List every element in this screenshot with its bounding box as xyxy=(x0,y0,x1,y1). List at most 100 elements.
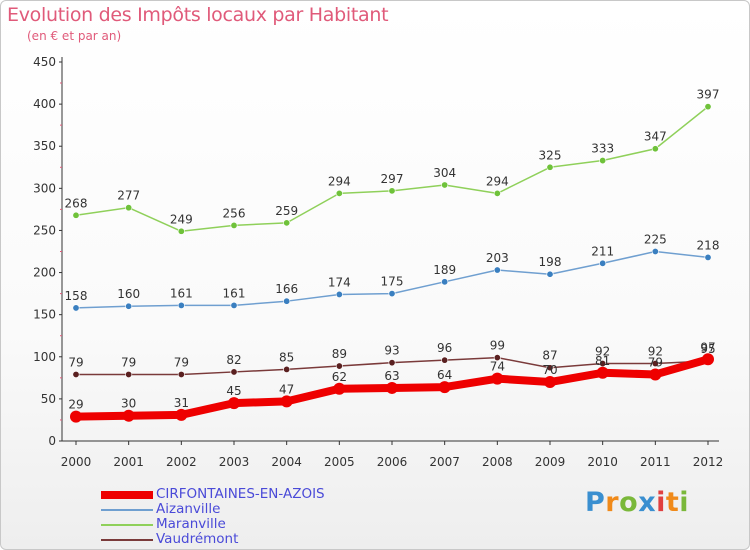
data-label-maranville: 294 xyxy=(486,174,509,188)
x-tick-label: 2009 xyxy=(535,455,566,469)
legend-swatch xyxy=(101,509,153,511)
logo-letter: P xyxy=(585,487,606,518)
data-point-aizanville xyxy=(441,278,449,286)
data-label-aizanville: 166 xyxy=(275,282,298,296)
data-point-aizanville xyxy=(335,290,343,298)
data-point-vaudr-mont xyxy=(125,370,133,378)
legend-swatch xyxy=(101,524,153,526)
data-label-cirfontaines-en-azois: 30 xyxy=(121,397,136,411)
data-label-maranville: 294 xyxy=(328,174,351,188)
y-tick-label: 0 xyxy=(48,434,56,448)
data-label-vaudr-mont: 92 xyxy=(648,345,663,359)
y-tick-label: 250 xyxy=(33,223,56,237)
data-point-cirfontaines-en-azois xyxy=(228,397,240,410)
data-label-maranville: 304 xyxy=(433,166,456,180)
data-point-aizanville xyxy=(230,301,238,309)
data-label-cirfontaines-en-azois: 70 xyxy=(542,363,557,377)
legend-label: CIRFONTAINES-EN-AZOIS xyxy=(156,486,325,502)
data-point-cirfontaines-en-azois xyxy=(280,395,293,408)
data-label-cirfontaines-en-azois: 97 xyxy=(700,340,715,354)
data-label-aizanville: 211 xyxy=(591,244,614,258)
y-tick-label: 150 xyxy=(33,308,56,322)
data-point-maranville xyxy=(651,145,659,153)
data-label-cirfontaines-en-azois: 81 xyxy=(595,354,610,368)
data-label-maranville: 347 xyxy=(644,130,667,144)
x-tick-label: 2002 xyxy=(166,455,197,469)
data-label-maranville: 249 xyxy=(170,212,193,226)
data-point-cirfontaines-en-azois xyxy=(491,372,504,385)
y-tick-label: 200 xyxy=(33,266,56,280)
x-tick-label: 2012 xyxy=(693,455,724,469)
x-tick-label: 2010 xyxy=(587,455,618,469)
x-tick-label: 2006 xyxy=(377,455,408,469)
data-point-vaudr-mont xyxy=(283,365,291,373)
x-tick-label: 2005 xyxy=(324,455,355,469)
legend-swatch xyxy=(101,491,153,499)
data-label-vaudr-mont: 79 xyxy=(68,355,83,369)
legend-label: Maranville xyxy=(156,516,226,532)
data-point-maranville xyxy=(283,219,291,227)
data-point-maranville xyxy=(546,163,554,171)
data-label-cirfontaines-en-azois: 47 xyxy=(279,382,294,396)
logo-letter: i xyxy=(656,487,666,518)
data-label-vaudr-mont: 93 xyxy=(384,344,399,358)
data-point-maranville xyxy=(704,103,712,111)
data-label-cirfontaines-en-azois: 63 xyxy=(384,369,399,383)
logo-letter: x xyxy=(638,487,657,518)
x-tick-label: 2011 xyxy=(640,455,671,469)
data-point-cirfontaines-en-azois xyxy=(649,368,662,381)
data-point-maranville xyxy=(599,157,607,165)
data-point-cirfontaines-en-azois xyxy=(333,382,346,395)
data-label-aizanville: 225 xyxy=(644,233,667,247)
data-point-aizanville xyxy=(704,253,712,261)
data-label-maranville: 325 xyxy=(539,148,562,162)
data-label-aizanville: 203 xyxy=(486,251,509,265)
data-label-aizanville: 189 xyxy=(433,263,456,277)
data-point-maranville xyxy=(335,189,343,197)
data-label-cirfontaines-en-azois: 29 xyxy=(68,398,83,412)
data-label-cirfontaines-en-azois: 31 xyxy=(174,396,189,410)
data-label-maranville: 297 xyxy=(381,172,404,186)
data-label-cirfontaines-en-azois: 62 xyxy=(332,370,347,384)
data-label-vaudr-mont: 96 xyxy=(437,341,452,355)
data-point-aizanville xyxy=(599,259,607,267)
y-tick-label: 350 xyxy=(33,139,56,153)
data-label-vaudr-mont: 87 xyxy=(542,349,557,363)
data-point-cirfontaines-en-azois xyxy=(702,353,714,366)
data-point-maranville xyxy=(388,187,396,195)
legend-swatch xyxy=(101,539,153,541)
data-label-maranville: 397 xyxy=(697,88,720,102)
data-point-maranville xyxy=(441,181,449,189)
x-tick-label: 2007 xyxy=(429,455,460,469)
data-label-aizanville: 218 xyxy=(697,238,720,252)
y-tick-label: 400 xyxy=(33,97,56,111)
data-point-cirfontaines-en-azois xyxy=(596,366,609,379)
data-label-aizanville: 174 xyxy=(328,275,351,289)
chart-subtitle: (en € et par an) xyxy=(27,29,122,43)
legend-label: Aizanville xyxy=(156,501,221,517)
data-point-vaudr-mont xyxy=(72,370,80,378)
x-tick-label: 2008 xyxy=(482,455,513,469)
logo-letter: r xyxy=(605,487,620,518)
y-tick-label: 450 xyxy=(33,55,56,69)
logo-letter: i xyxy=(679,487,690,518)
data-label-vaudr-mont: 79 xyxy=(174,355,189,369)
data-point-cirfontaines-en-azois xyxy=(122,409,135,422)
data-point-maranville xyxy=(72,211,80,219)
data-label-cirfontaines-en-azois: 79 xyxy=(648,355,663,369)
data-point-vaudr-mont xyxy=(177,370,185,378)
data-label-cirfontaines-en-azois: 45 xyxy=(226,384,241,398)
data-point-vaudr-mont xyxy=(230,368,238,376)
y-tick-label: 50 xyxy=(41,392,56,406)
data-label-cirfontaines-en-azois: 64 xyxy=(437,368,452,382)
data-point-maranville xyxy=(125,204,133,212)
data-label-aizanville: 158 xyxy=(65,289,88,303)
data-label-aizanville: 161 xyxy=(223,286,246,300)
data-point-vaudr-mont xyxy=(599,360,607,368)
data-label-aizanville: 160 xyxy=(117,287,140,301)
proxiti-logo: Proxiti xyxy=(585,487,689,518)
data-point-maranville xyxy=(177,227,185,235)
data-point-vaudr-mont xyxy=(388,359,396,367)
